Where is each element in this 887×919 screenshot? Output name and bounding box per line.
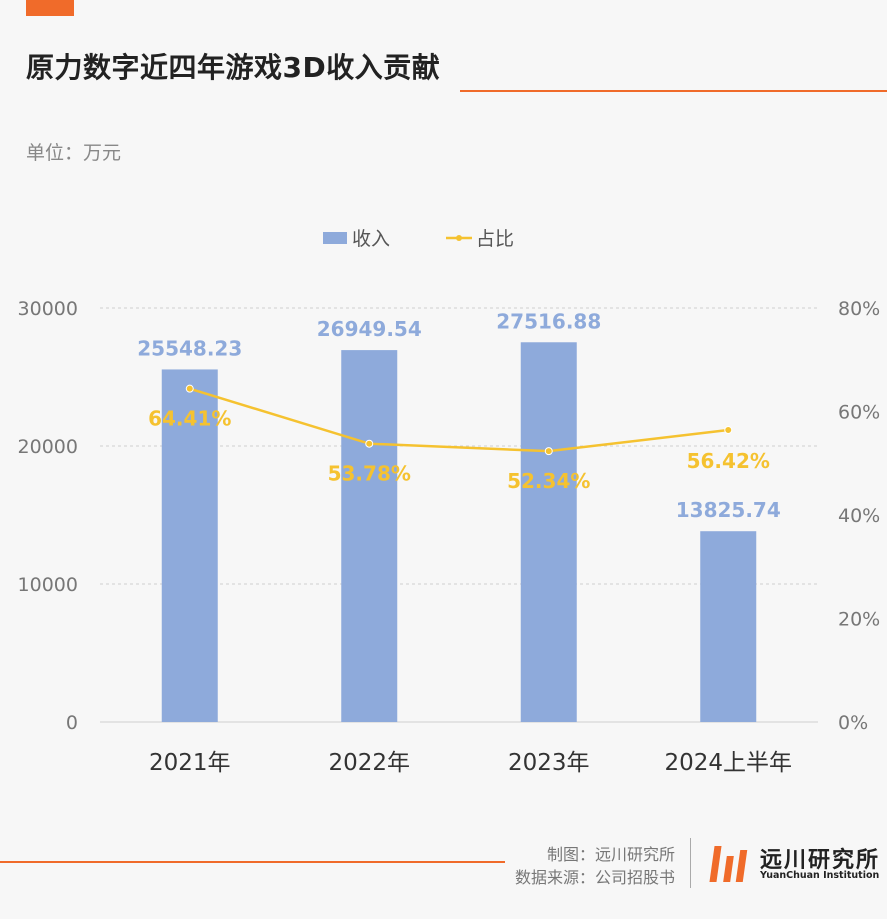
bar — [700, 531, 757, 722]
logo-name: 远川研究所 — [760, 848, 881, 873]
bar-value-label: 25548.23 — [137, 336, 242, 360]
y-tick-label: 10000 — [18, 574, 78, 596]
footer-rule — [0, 861, 505, 863]
line-series — [189, 387, 729, 453]
y-tick-label: 20000 — [18, 436, 78, 458]
y2-tick-label: 0% — [838, 712, 868, 734]
footer-divider — [690, 838, 691, 888]
y-tick-label: 0 — [66, 712, 78, 734]
logo-icon — [709, 844, 750, 882]
x-tick-label: 2024上半年 — [664, 750, 792, 776]
title-rule — [460, 90, 887, 92]
legend-label: 占比 — [476, 228, 514, 250]
unit-label: 单位：万元 — [26, 142, 122, 164]
logo-name-en: YuanChuan Institution — [760, 870, 880, 881]
line-value-label: 52.34% — [507, 469, 590, 493]
line-point — [544, 447, 553, 456]
page-title: 原力数字近四年游戏3D收入贡献 — [26, 51, 441, 84]
bar — [341, 350, 398, 722]
line-value-label: 64.41% — [148, 407, 231, 431]
source-line: 数据来源：公司招股书 — [514, 868, 675, 887]
x-tick-label: 2021年 — [149, 750, 231, 776]
y-tick-label: 30000 — [18, 298, 78, 320]
x-tick-label: 2023年 — [508, 750, 590, 776]
y2-tick-label: 60% — [838, 402, 880, 424]
line-point — [724, 426, 733, 435]
credit-line: 制图：远川研究所 — [546, 845, 675, 864]
y2-tick-label: 40% — [838, 505, 880, 527]
bar-value-label: 13825.74 — [676, 498, 781, 522]
accent-block — [26, 0, 74, 16]
line-value-label: 56.42% — [687, 449, 770, 473]
bar-value-label: 26949.54 — [317, 317, 422, 341]
bar-value-label: 27516.88 — [496, 309, 601, 333]
line-point — [185, 384, 194, 393]
y2-tick-label: 80% — [838, 298, 880, 320]
line-point — [365, 439, 374, 448]
legend-swatch-point — [456, 235, 462, 241]
bar — [520, 342, 577, 722]
y2-tick-label: 20% — [838, 609, 880, 631]
legend-label: 收入 — [352, 228, 390, 250]
bar — [161, 369, 218, 722]
x-tick-label: 2022年 — [328, 750, 410, 776]
legend-swatch-bar — [323, 232, 347, 244]
line-value-label: 53.78% — [328, 462, 411, 486]
